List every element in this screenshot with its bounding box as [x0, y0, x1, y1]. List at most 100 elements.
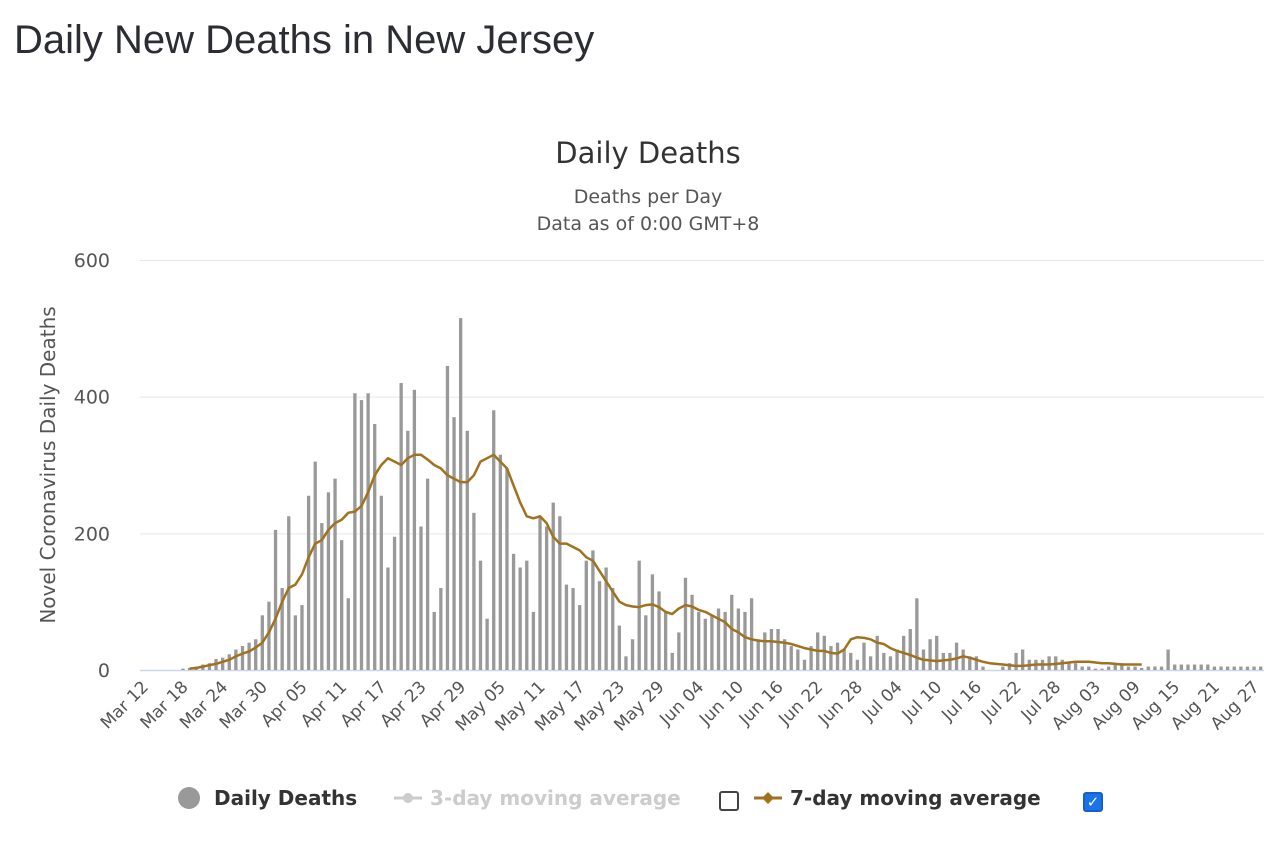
bar[interactable] — [578, 605, 582, 670]
bar[interactable] — [538, 516, 542, 670]
bar[interactable] — [663, 611, 668, 670]
bar[interactable] — [657, 591, 661, 670]
bar[interactable] — [809, 646, 813, 670]
bar[interactable] — [531, 611, 536, 670]
bar[interactable] — [346, 598, 350, 670]
bar[interactable] — [399, 383, 403, 670]
bar[interactable] — [1232, 666, 1236, 670]
bar[interactable] — [1106, 666, 1111, 670]
bar[interactable] — [796, 649, 800, 671]
bar[interactable] — [789, 646, 793, 670]
legend-item-daily-deaths[interactable]: Daily Deaths — [178, 783, 357, 813]
bar[interactable] — [551, 502, 555, 670]
bar[interactable] — [749, 598, 754, 670]
bar[interactable] — [472, 512, 476, 670]
bar[interactable] — [373, 424, 377, 670]
bar[interactable] — [849, 652, 853, 670]
bar[interactable] — [498, 454, 502, 670]
bar[interactable] — [254, 639, 258, 670]
bar[interactable] — [736, 608, 741, 671]
bar[interactable] — [683, 577, 688, 670]
bar[interactable] — [187, 667, 192, 670]
bar[interactable] — [948, 652, 952, 670]
bar[interactable] — [650, 574, 655, 670]
legend-item-3-day-average[interactable]: 3-day moving average — [392, 783, 681, 813]
bar[interactable] — [465, 430, 469, 670]
bar[interactable] — [273, 529, 278, 670]
bar[interactable] — [822, 635, 826, 670]
bar[interactable] — [862, 642, 866, 670]
bar[interactable] — [359, 400, 364, 670]
bar[interactable] — [875, 635, 879, 670]
bar[interactable] — [1140, 667, 1144, 670]
bar[interactable] — [1007, 663, 1012, 670]
bar[interactable] — [340, 540, 344, 670]
bar[interactable] — [227, 654, 231, 670]
bar[interactable] — [207, 663, 212, 670]
bar[interactable] — [1146, 666, 1150, 670]
bar[interactable] — [584, 560, 588, 670]
bar[interactable] — [1093, 668, 1098, 670]
bar[interactable] — [677, 632, 681, 670]
bar[interactable] — [511, 553, 516, 670]
bar[interactable] — [1153, 666, 1157, 670]
bar[interactable] — [776, 629, 780, 670]
bar[interactable] — [326, 492, 331, 670]
bar[interactable] — [379, 495, 383, 670]
bar[interactable] — [1047, 656, 1051, 670]
bar[interactable] — [690, 594, 694, 670]
bar[interactable] — [835, 642, 840, 670]
bar[interactable] — [1113, 664, 1117, 670]
bar[interactable] — [1225, 666, 1230, 670]
bar[interactable] — [280, 588, 284, 670]
bar[interactable] — [300, 605, 304, 670]
bar[interactable] — [247, 642, 251, 670]
bar[interactable] — [716, 608, 721, 671]
bar[interactable] — [743, 611, 747, 670]
bar[interactable] — [1120, 663, 1124, 670]
bar[interactable] — [267, 601, 271, 670]
bar[interactable] — [432, 611, 436, 670]
bar[interactable] — [1126, 666, 1131, 670]
bar[interactable] — [306, 495, 311, 670]
bar[interactable] — [769, 629, 774, 670]
bar[interactable] — [723, 611, 727, 670]
bar[interactable] — [697, 611, 701, 670]
bar[interactable] — [1060, 659, 1064, 670]
bar[interactable] — [1173, 664, 1177, 670]
bar[interactable] — [1001, 666, 1005, 670]
bar[interactable] — [439, 588, 443, 670]
bar[interactable] — [974, 656, 979, 670]
bar[interactable] — [1186, 664, 1190, 670]
bar[interactable] — [763, 632, 767, 670]
bar[interactable] — [1199, 664, 1203, 670]
bar[interactable] — [518, 567, 522, 671]
bar[interactable] — [782, 639, 787, 670]
bar[interactable] — [597, 581, 602, 670]
bar[interactable] — [604, 567, 608, 671]
bar[interactable] — [386, 567, 390, 671]
bar[interactable] — [968, 656, 972, 670]
bar[interactable] — [1087, 666, 1091, 670]
bar[interactable] — [234, 649, 238, 671]
bar[interactable] — [485, 618, 489, 670]
bar[interactable] — [1245, 666, 1250, 670]
bar[interactable] — [882, 652, 886, 670]
bar[interactable] — [333, 478, 337, 670]
bar[interactable] — [829, 646, 833, 670]
bar[interactable] — [1159, 666, 1164, 670]
bar[interactable] — [445, 365, 450, 670]
bar[interactable] — [630, 639, 635, 670]
bar[interactable] — [366, 393, 370, 670]
bar[interactable] — [1067, 663, 1071, 670]
bar[interactable] — [1192, 664, 1197, 670]
bar[interactable] — [1133, 666, 1137, 670]
bar[interactable] — [558, 516, 562, 670]
bar[interactable] — [908, 629, 912, 670]
bar[interactable] — [181, 668, 185, 670]
seven-day-average-checkbox[interactable]: ✓ — [1083, 792, 1103, 812]
bar[interactable] — [855, 659, 860, 670]
bar[interactable] — [287, 516, 291, 670]
bar[interactable] — [928, 639, 932, 670]
bar[interactable] — [392, 536, 397, 670]
